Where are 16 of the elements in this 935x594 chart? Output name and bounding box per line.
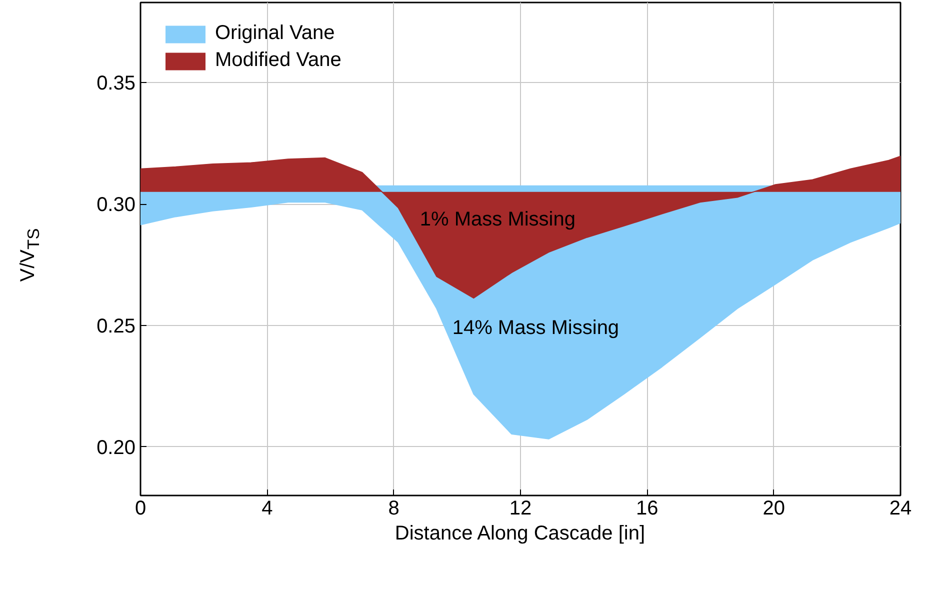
- legend-label: Original Vane: [215, 22, 335, 45]
- x-tick-label: 20: [762, 498, 785, 520]
- x-tick-label: 12: [509, 498, 532, 520]
- annotation: 1% Mass Missing: [420, 208, 576, 230]
- y-tick-label: 0.30: [96, 194, 136, 216]
- x-tick-label: 8: [388, 498, 400, 520]
- x-tick-label: 24: [889, 498, 912, 520]
- y-tick-label: 0.25: [96, 316, 136, 338]
- y-tick-label: 0.20: [96, 436, 136, 459]
- y-tick-label: 0.35: [96, 72, 136, 95]
- x-axis-title: Distance Along Cascade [in]: [394, 522, 646, 544]
- x-tick-label: 0: [134, 498, 146, 520]
- legend-label: Modified Vane: [215, 49, 342, 72]
- annotation: 14% Mass Missing: [452, 316, 620, 339]
- x-tick-label: 4: [262, 498, 273, 520]
- x-tick-label: 16: [636, 498, 658, 520]
